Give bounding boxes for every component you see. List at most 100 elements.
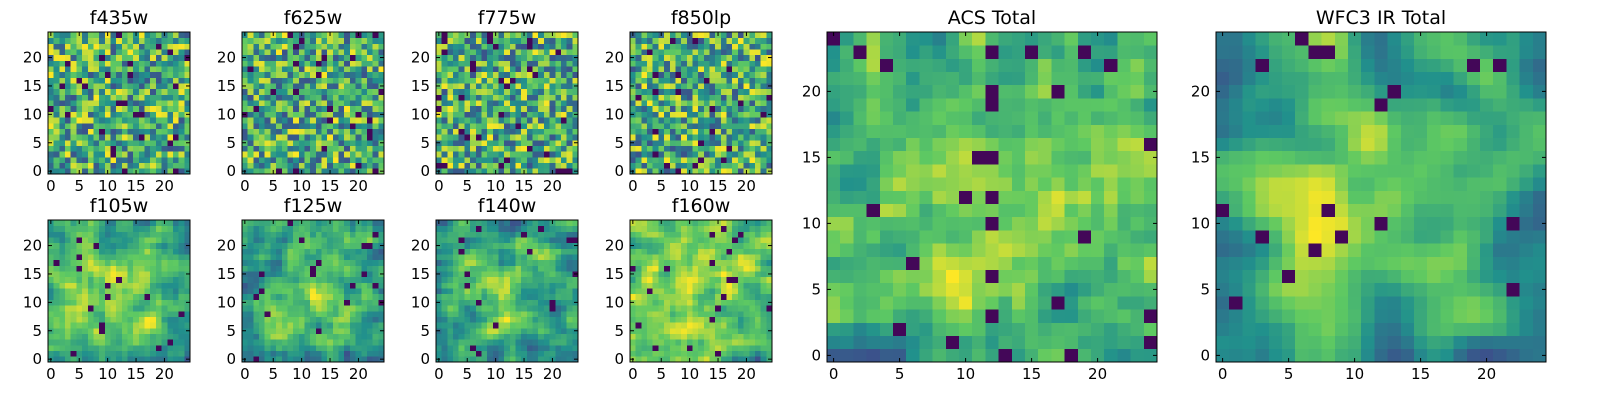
heatmap-cell [641, 71, 648, 78]
heatmap-cell [99, 299, 106, 306]
heatmap-cell [481, 49, 488, 56]
heatmap-cell [138, 288, 145, 295]
heatmap-cell [509, 77, 516, 84]
heatmap-cell [242, 77, 249, 84]
heatmap-cell [509, 117, 516, 124]
heatmap-cell [53, 60, 60, 67]
heatmap-cell [315, 248, 322, 255]
heatmap-cell [138, 225, 145, 232]
heatmap-cell [526, 356, 533, 363]
heatmap-cell [178, 54, 185, 61]
heatmap-cell [635, 88, 642, 95]
heatmap-cell [161, 333, 168, 340]
heatmap-cell [184, 322, 191, 329]
heatmap-cell [138, 139, 145, 146]
heatmap-cell [276, 322, 283, 329]
heatmap-cell [560, 134, 568, 141]
heatmap-cell [332, 254, 339, 261]
heatmap-cell [458, 60, 465, 67]
heatmap-cell [703, 350, 710, 357]
heatmap-cell [304, 88, 311, 95]
heatmap-cell [321, 151, 328, 158]
heatmap-cell [315, 220, 322, 227]
heatmap-cell [287, 293, 294, 300]
heatmap-cell [53, 305, 60, 312]
heatmap-cell [470, 265, 477, 272]
heatmap-cell [521, 242, 528, 249]
heatmap-cell [560, 322, 568, 329]
heatmap-cell [76, 66, 83, 73]
heatmap-cell [732, 117, 739, 124]
heatmap-cell [475, 276, 482, 283]
heatmap-cell [366, 145, 374, 152]
heatmap-cell [372, 305, 379, 312]
heatmap-cell [447, 231, 454, 238]
heatmap-cell [304, 356, 311, 363]
heatmap-cell [138, 310, 145, 317]
heatmap-cell [703, 162, 710, 169]
heatmap-cell [259, 299, 266, 306]
heatmap-cell [726, 105, 733, 112]
heatmap-cell [59, 145, 66, 152]
heatmap-cell [281, 265, 288, 272]
heatmap-cell [93, 117, 100, 124]
heatmap-cell [509, 88, 516, 95]
heatmap-cell [65, 54, 72, 61]
heatmap-cell [447, 225, 454, 232]
heatmap-cell [344, 333, 351, 340]
heatmap-cell [76, 105, 83, 112]
heatmap-cell [566, 344, 573, 352]
heatmap-cell [321, 282, 328, 289]
heatmap-cell [344, 77, 351, 84]
heatmap-cell [259, 122, 266, 129]
heatmap-cell [48, 310, 55, 317]
heatmap-cell [167, 88, 174, 95]
heatmap-cell [504, 248, 511, 255]
heatmap-cell [458, 237, 465, 244]
heatmap-cell [59, 139, 66, 146]
heatmap-cell [298, 276, 305, 283]
heatmap-cell [560, 43, 568, 50]
heatmap-cell [715, 37, 722, 44]
heatmap-cell [87, 94, 94, 101]
heatmap-cell [630, 94, 637, 101]
heatmap-cell [464, 49, 471, 56]
heatmap-cell [737, 282, 744, 289]
heatmap-cell [720, 88, 727, 95]
heatmap-cell [481, 293, 488, 300]
heatmap-cell [242, 49, 249, 56]
heatmap-cell [253, 145, 260, 152]
heatmap-cell [116, 117, 123, 124]
heatmap-cell [65, 139, 72, 146]
heatmap-cell [48, 237, 55, 244]
heatmap-cell [726, 83, 733, 90]
heatmap-cell [366, 134, 374, 141]
heatmap-cell [167, 156, 174, 164]
heatmap-cell [555, 350, 562, 357]
heatmap-cell [726, 339, 733, 346]
heatmap-cell [298, 54, 305, 61]
heatmap-cell [82, 276, 89, 283]
heatmap-cell [104, 333, 111, 340]
heatmap-cell [378, 156, 385, 164]
heatmap-cell [104, 156, 111, 164]
heatmap-cell [515, 316, 522, 323]
heatmap-cell [93, 316, 100, 323]
heatmap-cell [242, 310, 249, 317]
heatmap-cell [76, 350, 83, 357]
heatmap-cell [521, 237, 528, 244]
heatmap-cell [121, 111, 128, 118]
heatmap-cell [470, 344, 477, 352]
heatmap-cell [361, 111, 368, 118]
heatmap-cell [321, 254, 328, 261]
heatmap-cell [355, 60, 362, 67]
heatmap-cell [641, 322, 648, 329]
heatmap-cell [53, 316, 60, 323]
heatmap-cell [560, 350, 568, 357]
heatmap-cell [509, 242, 516, 249]
heatmap-cell [76, 54, 83, 61]
heatmap-cell [110, 94, 117, 101]
heatmap-cell [304, 151, 311, 158]
heatmap-cell [686, 71, 693, 78]
heatmap-cell [321, 54, 328, 61]
